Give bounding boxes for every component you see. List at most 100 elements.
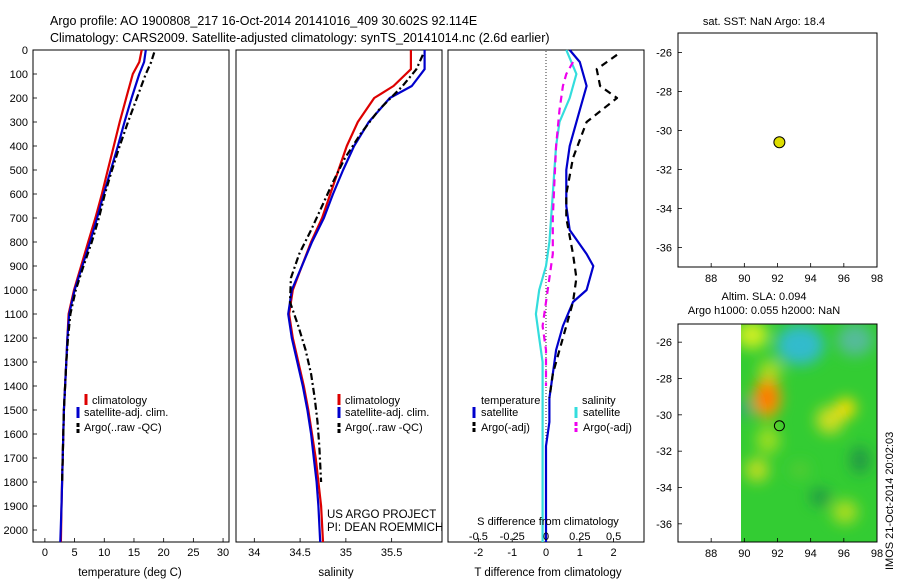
series-line-argo [61, 52, 156, 483]
t-difference-x-label: T difference from climatology [474, 567, 621, 579]
sst-map-panel: sat. SST: NaN Argo: 18.4 88 90 92 94 96 98 -26… [656, 16, 883, 285]
lon-tick-label: 94 [805, 273, 817, 285]
s-tick-label: 0 [543, 531, 549, 543]
temperature-axes-frame [32, 49, 230, 543]
temperature-x-axis: 0 5 10 15 20 25 30 [42, 538, 229, 559]
lon-tick-label: 92 [771, 548, 783, 560]
sla-heatmap [741, 324, 877, 542]
x-tick-label: 5 [72, 547, 78, 559]
lon-tick-label: 98 [871, 273, 883, 285]
title-line-1: Argo profile: AO 1900808_217 16-Oct-2014… [50, 14, 477, 28]
lat-tick-label: -32 [656, 446, 672, 458]
depth-tick-label: 1000 [4, 285, 28, 297]
depth-tick-label: 0 [22, 45, 28, 57]
legend-label-s-argo: Argo(-adj) [583, 422, 632, 434]
sla-map-axes: 88 90 92 94 96 98 -26 -28 -30 -32 -34 -36 [656, 337, 883, 560]
project-label: US ARGO PROJECT [327, 509, 436, 521]
x-tick-label: 34.5 [289, 547, 310, 559]
x-tick-label: 0 [42, 547, 48, 559]
x-tick-label: 10 [98, 547, 110, 559]
legend-title-salinity: salinity [582, 395, 616, 407]
depth-tick-label: 200 [10, 93, 28, 105]
x-tick-label: 34 [248, 547, 260, 559]
lon-tick-label: 90 [738, 548, 750, 560]
legend-label-climatology: climatology [345, 395, 401, 407]
salinity-legend: climatology satellite-adj. clim. Argo(..… [337, 394, 429, 434]
series-line-temperature-argo [548, 53, 619, 399]
lat-tick-label: -26 [656, 48, 672, 60]
legend-label-satellite: satellite-adj. clim. [345, 407, 429, 419]
lat-tick-label: -32 [656, 165, 672, 177]
depth-tick-label: 600 [10, 189, 28, 201]
depth-tick-label: 500 [10, 165, 28, 177]
depth-tick-label: 300 [10, 117, 28, 129]
x-tick-label: 35.5 [381, 547, 402, 559]
lon-tick-label: 88 [705, 548, 717, 560]
difference-lines [534, 49, 619, 542]
salinity-x-axis: 34 34.5 35 35.5 [248, 538, 402, 559]
legend-label-climatology: climatology [92, 395, 148, 407]
lat-tick-label: -28 [656, 374, 672, 386]
depth-tick-label: 1200 [4, 333, 28, 345]
x-tick-label: 1 [577, 547, 583, 559]
legend-label-satellite: satellite-adj. clim. [84, 407, 168, 419]
legend-label-s-satellite: satellite [583, 407, 620, 419]
s-tick-label: 0.5 [606, 531, 621, 543]
s-tick-label: 0.25 [569, 531, 590, 543]
x-tick-label: 35 [340, 547, 352, 559]
temperature-x-label: temperature (deg C) [78, 567, 182, 579]
temperature-legend: climatology satellite-adj. clim. Argo(..… [76, 394, 168, 434]
depth-tick-label: 1900 [4, 501, 28, 513]
x-tick-label: 25 [187, 547, 199, 559]
legend-label-t-argo: Argo(-adj) [481, 422, 530, 434]
depth-tick-label: 1600 [4, 429, 28, 441]
depth-tick-label: 900 [10, 261, 28, 273]
difference-legend: temperature satellite Argo(-adj) salinit… [472, 395, 632, 434]
sla-title-line-2: Argo h1000: 0.055 h2000: NaN [688, 305, 840, 317]
sst-map-frame [677, 32, 878, 268]
legend-label-t-satellite: satellite [481, 407, 518, 419]
lat-tick-label: -30 [656, 410, 672, 422]
depth-tick-label: 400 [10, 141, 28, 153]
lon-tick-label: 98 [871, 548, 883, 560]
lon-tick-label: 92 [771, 273, 783, 285]
lat-tick-label: -34 [656, 204, 672, 216]
difference-panel: -2 -1 0 1 2 temperature satellite Argo(-adj)… [447, 49, 645, 579]
salinity-panel: 34 34.5 35 35.5 climatology satellite-adj. … [235, 49, 443, 579]
sst-argo-location-marker [773, 136, 786, 149]
depth-tick-label: 100 [10, 69, 28, 81]
lon-tick-label: 94 [805, 548, 817, 560]
x-tick-label: 20 [158, 547, 170, 559]
depth-tick-label: 2000 [4, 525, 28, 537]
lat-tick-label: -28 [656, 87, 672, 99]
pi-label: PI: DEAN ROEMMICH [327, 522, 443, 534]
x-tick-label: -2 [474, 547, 484, 559]
lon-tick-label: 96 [838, 548, 850, 560]
sst-title: sat. SST: NaN Argo: 18.4 [703, 16, 825, 28]
legend-label-argo: Argo(..raw -QC) [84, 422, 162, 434]
depth-tick-label: 1100 [4, 309, 28, 321]
series-line-salinity-argo [541, 61, 574, 386]
depth-tick-label: 1400 [4, 381, 28, 393]
legend-title-temperature: temperature [481, 395, 540, 407]
x-tick-label: 30 [217, 547, 229, 559]
salinity-x-label: salinity [318, 567, 353, 579]
legend-label-argo: Argo(..raw -QC) [345, 422, 423, 434]
salinity-lines [287, 50, 426, 543]
lat-tick-label: -26 [656, 337, 672, 349]
credit-text: IMOS 21-Oct-2014 20:02:03 [884, 432, 896, 570]
temperature-lines [59, 49, 156, 543]
depth-tick-label: 1700 [4, 453, 28, 465]
x-tick-label: 0 [543, 547, 549, 559]
x-tick-label: 2 [611, 547, 617, 559]
sst-map-axes: 88 90 92 94 96 98 -26 -28 -30 -32 -34 -36 [656, 48, 883, 286]
sla-map-panel: Altim. SLA: 0.094 Argo h1000: 0.055 h200… [656, 291, 883, 560]
depth-tick-label: 1500 [4, 405, 28, 417]
depth-axis: 0 100 200 300 400 500 600 700 800 900 1000 1100 1200… [4, 45, 452, 537]
depth-tick-label: 700 [10, 213, 28, 225]
title-line-2: Climatology: CARS2009. Satellite-adjuste… [50, 31, 550, 45]
s-tick-label: -0.5 [469, 531, 488, 543]
temperature-panel: 0100200300400500600700800900100011001200… [4, 45, 452, 579]
depth-tick-label: 1300 [4, 357, 28, 369]
